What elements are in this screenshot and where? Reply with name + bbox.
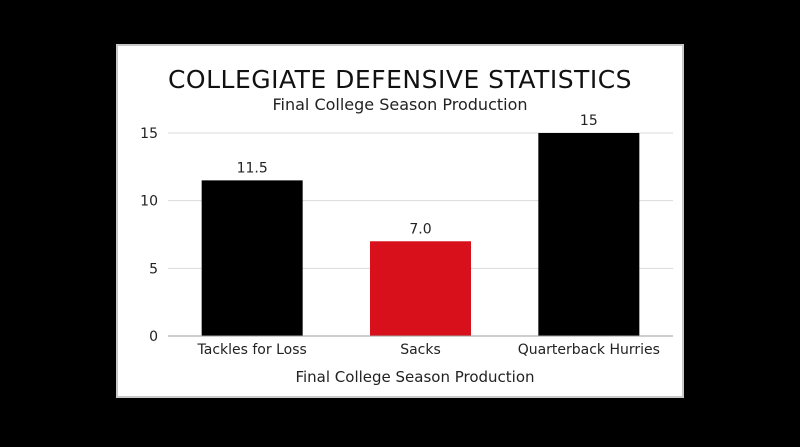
bar <box>201 180 303 336</box>
y-tick-label: 10 <box>140 194 158 210</box>
data-label: 11.5 <box>237 160 268 176</box>
chart-title: COLLEGIATE DEFENSIVE STATISTICS <box>168 65 632 94</box>
bar <box>370 241 471 336</box>
x-tick-label: Sacks <box>400 342 441 358</box>
chart-subtitle: Final College Season Production <box>272 95 527 114</box>
y-tick-label: 5 <box>149 261 158 277</box>
y-axis-ticks: 0 5 10 15 <box>140 126 158 345</box>
data-label: 7.0 <box>409 221 431 237</box>
y-tick-label: 0 <box>149 329 158 345</box>
x-tick-label: Tackles for Loss <box>197 342 307 358</box>
x-axis-label: Final College Season Production <box>295 368 534 386</box>
bar <box>538 133 640 336</box>
data-label: 15 <box>580 113 598 129</box>
value-labels: 11.5 7.0 15 <box>237 113 598 237</box>
bars <box>201 133 640 336</box>
category-labels: Tackles for Loss Sacks Quarterback Hurries <box>197 342 660 358</box>
y-tick-label: 15 <box>140 126 158 142</box>
x-tick-label: Quarterback Hurries <box>518 342 660 358</box>
